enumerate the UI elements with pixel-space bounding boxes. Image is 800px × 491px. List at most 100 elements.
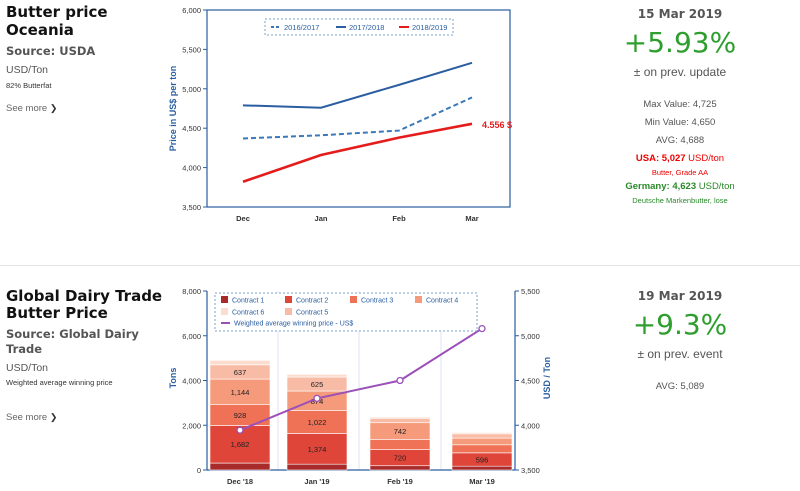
weighted-price-line xyxy=(239,327,483,432)
panel1-title-line2: Oceania xyxy=(6,21,74,39)
legend-swatch xyxy=(350,296,357,303)
panel2-see-more-link[interactable]: See more ❯ xyxy=(6,412,57,423)
bar-segment xyxy=(369,416,431,419)
y-tick-label: 6,000 xyxy=(182,6,201,15)
legend-label: Contract 1 xyxy=(232,298,264,305)
y-tick-label: 8,000 xyxy=(182,287,201,296)
series-line-2018-2019 xyxy=(242,122,473,184)
y-tick-label: 4,000 xyxy=(182,377,201,386)
legend-swatch xyxy=(221,308,228,315)
panel1-max-value: Max Value: 4,725 xyxy=(643,99,717,110)
y2-tick-label: 3,500 xyxy=(521,466,540,475)
y2-tick-label: 5,000 xyxy=(521,332,540,341)
panel2-unit: USD/Ton xyxy=(6,362,49,374)
bar-segment xyxy=(369,465,431,471)
y2-tick-label: 4,000 xyxy=(521,421,540,430)
panel1-note: 82% Butterfat xyxy=(6,81,52,90)
panel2-source-line1: Source: Global Dairy xyxy=(6,327,139,341)
legend-swatch xyxy=(415,296,422,303)
y2-axis-label: USD / Ton xyxy=(542,357,552,399)
bar-segment xyxy=(286,433,348,465)
usa-unit: USD/ton xyxy=(685,153,725,164)
weighted-price-point xyxy=(236,426,244,434)
y-axis-label: Tons xyxy=(168,368,178,389)
bar-segment xyxy=(451,437,513,446)
legend-label: 2016/2017 xyxy=(284,23,319,32)
x-tick-label: Dec '18 xyxy=(227,477,253,486)
legend-label: Weighted average winning price - US$ xyxy=(234,321,353,328)
chevron-right-icon: ❯ xyxy=(49,103,58,113)
y-tick-label: 2,000 xyxy=(182,421,201,430)
legend-label: Contract 4 xyxy=(426,298,458,305)
bar-segment xyxy=(209,378,271,405)
panel1-change: +5.93% xyxy=(623,26,737,59)
y2-tick-label: 4,500 xyxy=(521,377,540,386)
bar-segment xyxy=(451,432,513,435)
gdt-butter-chart: 0 2,000 4,000 6,000 8,000 3,500 4,000 4,500 5,00… xyxy=(168,287,552,486)
bar-segment xyxy=(451,444,513,454)
x-tick-label: Dec xyxy=(236,214,250,223)
panel1-avg: AVG: 4,688 xyxy=(655,135,705,146)
panel2-date: 19 Mar 2019 xyxy=(637,289,723,303)
bar-value-label: 720 xyxy=(394,454,407,463)
bar-segment xyxy=(369,417,431,424)
bar-value-label: 1,374 xyxy=(308,445,327,454)
panel2-source-line2: Trade xyxy=(6,342,43,356)
legend-box xyxy=(214,292,478,332)
usa-value: 5,027 xyxy=(661,153,686,164)
panel1-usa-price: USA: 5,027 USD/ton xyxy=(580,153,780,164)
weighted-price-point xyxy=(396,376,404,385)
panel2-title-line1: Global Dairy Trade xyxy=(6,287,163,305)
y-tick-label: 3,500 xyxy=(182,203,201,212)
bar-segment xyxy=(451,465,513,471)
section-divider xyxy=(0,265,800,266)
see-more-label: See more xyxy=(6,103,48,114)
panel2-note: Weighted average winning price xyxy=(6,378,113,387)
panel1-title-line1: Butter price xyxy=(6,3,108,21)
see-more-label: See more xyxy=(6,412,48,423)
bar-segment xyxy=(209,462,271,471)
y-tick-label: 5,000 xyxy=(182,85,201,94)
y-tick-label: 5,500 xyxy=(182,45,201,54)
legend-label: Contract 6 xyxy=(232,310,264,317)
y-axis-label: Price in US$ per ton xyxy=(168,66,178,152)
x-tick-label: Feb '19 xyxy=(387,477,413,486)
panel2-avg: AVG: 5,089 xyxy=(655,381,705,392)
legend-label: Contract 2 xyxy=(296,298,328,305)
legend-label: 2018/2019 xyxy=(412,23,447,32)
legend-swatch xyxy=(285,296,292,303)
panel1-change-label: ± on prev. update xyxy=(633,65,727,79)
y-tick-label: 0 xyxy=(197,466,201,475)
last-value-annotation: 4.556 $ xyxy=(482,120,512,130)
bar-value-label: 742 xyxy=(394,427,407,436)
panel1-usa-note: Butter, Grade AA xyxy=(651,168,709,177)
y-tick-label: 6,000 xyxy=(182,332,201,341)
panel2-change: +9.3% xyxy=(632,308,728,341)
series-line-2017-2018 xyxy=(242,61,473,109)
legend-label: 2017/2018 xyxy=(349,23,384,32)
y-tick-label: 4,000 xyxy=(182,164,201,173)
bar-value-label: 625 xyxy=(311,380,324,389)
chevron-right-icon: ❯ xyxy=(49,412,58,422)
bar-segment xyxy=(369,439,431,450)
panel1-germany-price: Germany: 4,623 USD/ton xyxy=(580,181,780,192)
legend-swatch xyxy=(285,308,292,315)
germany-label: Germany: xyxy=(625,181,673,192)
legend-label: Contract 5 xyxy=(296,310,328,317)
panel1-see-more-link[interactable]: See more ❯ xyxy=(6,103,57,114)
panel1-source: Source: USDA xyxy=(6,44,96,58)
x-tick-label: Mar '19 xyxy=(469,477,495,486)
bar-value-label: 637 xyxy=(234,368,247,377)
bar-segment xyxy=(209,425,271,464)
panel1-unit: USD/Ton xyxy=(6,64,49,76)
bar-value-label: 1,022 xyxy=(308,418,327,427)
bar-segment xyxy=(286,463,348,471)
usa-label: USA: xyxy=(635,153,662,164)
bar-segment xyxy=(209,360,271,366)
x-tick-label: Jan '19 xyxy=(304,477,329,486)
butter-oceania-chart: 3,500 4,000 4,500 5,000 5,500 6,000 Dec Jan Feb M… xyxy=(168,6,512,223)
legend-box xyxy=(264,18,454,36)
y2-tick-label: 5,500 xyxy=(521,287,540,296)
panel1-date: 15 Mar 2019 xyxy=(637,7,723,21)
x-tick-label: Mar xyxy=(465,214,478,223)
